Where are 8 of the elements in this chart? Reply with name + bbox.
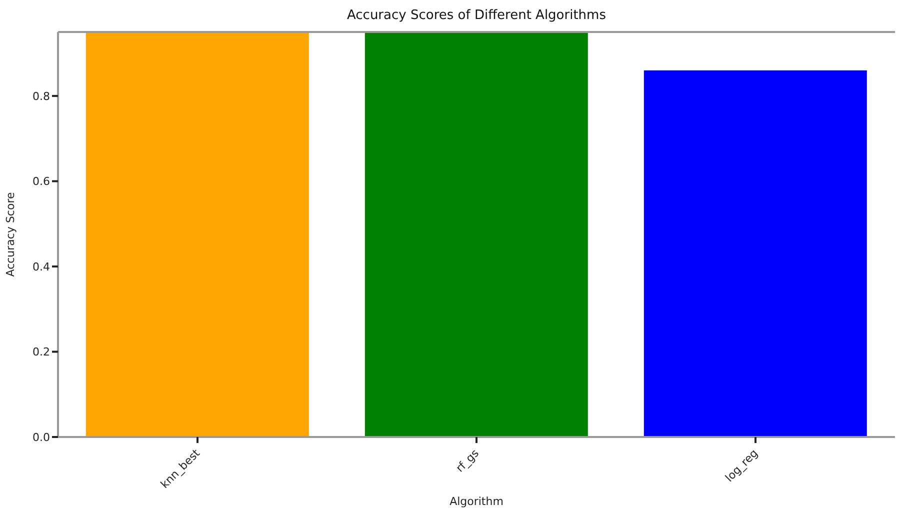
y-tick-label: 0.6 [32,175,50,188]
y-axis-title: Accuracy Score [4,192,17,277]
chart-title: Accuracy Scores of Different Algorithms [346,8,607,23]
y-tick-label: 0.8 [32,90,50,103]
y-tick-label: 0.4 [32,260,50,274]
y-tick-label: 0.0 [32,430,50,444]
y-tick-label: 0.2 [32,346,50,359]
x-axis-title: Algorithm [450,495,504,508]
